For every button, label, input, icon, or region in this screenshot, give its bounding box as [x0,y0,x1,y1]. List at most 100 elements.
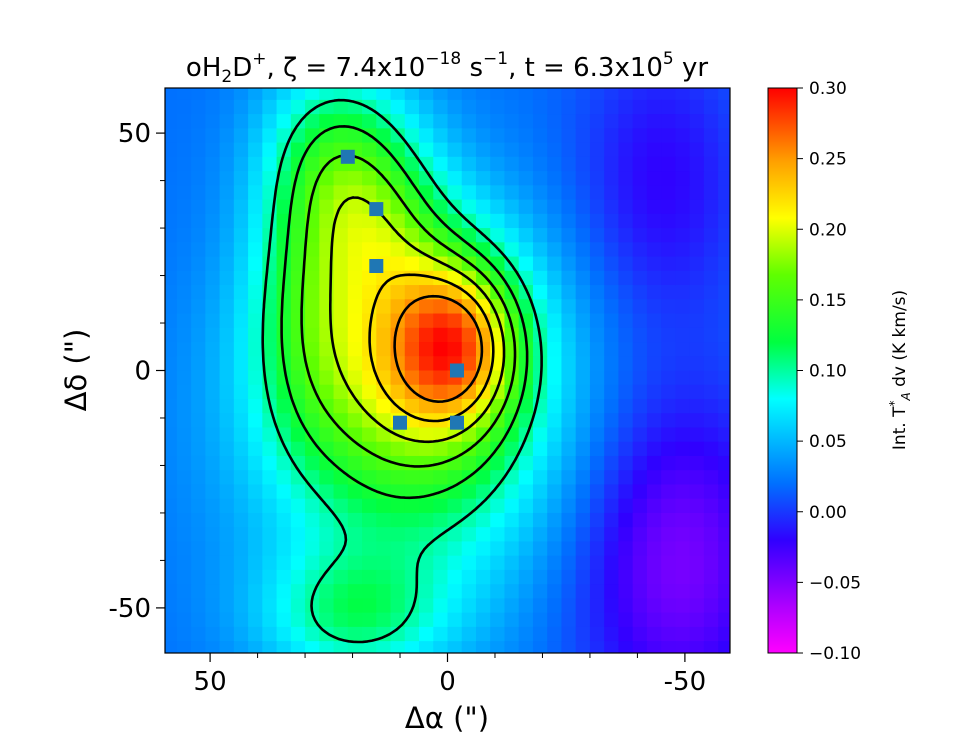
heatmap-cell [347,384,363,400]
heatmap-cell [305,88,320,101]
heatmap-cell [475,527,491,543]
heatmap-cell [165,455,178,471]
heatmap-cell [419,384,434,400]
heatmap-cell [219,171,235,186]
heatmap-cell [589,598,605,614]
heatmap-cell [504,199,520,215]
x-axis: 50 0 -50 [194,653,706,697]
heatmap-cell [703,142,719,158]
heatmap-cell [518,171,534,186]
heatmap-cell [703,88,719,101]
heatmap-cell [233,398,249,414]
heatmap-cell [305,199,320,215]
heatmap-cell [604,484,620,500]
heatmap-cell [703,156,719,172]
heatmap-cell [233,327,249,343]
heatmap-cell [262,498,278,514]
heatmap-cell [675,88,691,101]
heatmap [165,88,730,653]
heatmap-cell [248,541,263,557]
heatmap-cell [419,498,434,514]
heatmap-cell [675,598,691,614]
heatmap-cell [333,413,349,429]
heatmap-cell [675,228,691,243]
heatmap-cell [165,99,178,115]
heatmap-cell [646,470,662,486]
heatmap-cell [689,88,705,101]
heatmap-cell [547,185,563,201]
heatmap-cell [248,484,263,500]
heatmap-cell [718,142,730,158]
heatmap-cell [404,228,420,243]
heatmap-cell [575,398,591,414]
heatmap-cell [561,441,577,457]
heatmap-cell [362,555,377,571]
heatmap-cell [689,256,705,272]
heatmap-cell [419,228,434,243]
heatmap-cell [262,441,278,457]
heatmap-cell [689,242,705,258]
heatmap-cell [447,512,463,528]
heatmap-cell [276,626,292,642]
heatmap-cell [561,199,577,215]
heatmap-cell [703,228,719,243]
heatmap-cell [661,455,676,471]
heatmap-cell [589,99,605,115]
heatmap-cell [233,527,249,543]
heatmap-cell [262,569,278,585]
heatmap-cell [547,171,563,186]
contour-level-0.25 [393,294,484,403]
heatmap-cell [319,171,335,186]
heatmap-cell [404,213,420,229]
heatmap-cell [233,299,249,315]
heatmap-cell [219,199,235,215]
heatmap-cell [262,156,278,172]
heatmap-cell [632,470,648,486]
heatmap-cell [248,342,263,357]
heatmap-cell [504,242,520,258]
heatmap-cell [618,99,634,115]
heatmap-cell [419,427,434,443]
heatmap-cell [233,626,249,642]
heatmap-cell [604,313,620,329]
heatmap-cell [219,470,235,486]
y-tick-label: 50 [118,119,151,149]
heatmap-cell [532,626,548,642]
heatmap-cell [347,327,363,343]
heatmap-cell [276,199,292,215]
heatmap-cell [532,128,548,144]
heatmap-cell [518,512,534,528]
heatmap-cell [433,612,449,628]
heatmap-cell [404,128,420,144]
heatmap-cell [632,527,648,543]
heatmap-cell [319,598,335,614]
heatmap-cell [390,470,406,486]
heatmap-cell [604,99,620,115]
heatmap-cell [233,356,249,372]
heatmap-cell [575,584,591,599]
heatmap-cell [518,484,534,500]
heatmap-cell [165,427,178,443]
heatmap-cell [703,256,719,272]
heatmap-cell [547,427,563,443]
heatmap-cell [575,171,591,186]
heatmap-cell [561,142,577,158]
heatmap-cell [461,612,477,628]
heatmap-cell [233,413,249,429]
heatmap-cell [589,527,605,543]
heatmap-cell [248,270,263,286]
heatmap-cell [165,171,178,186]
heatmap-cell [661,384,676,400]
heatmap-cell [165,641,178,653]
y-tick-label: 0 [134,357,151,387]
heatmap-cell [165,270,178,286]
heatmap-cell [461,626,477,642]
heatmap-cell [646,313,662,329]
heatmap-cell [347,213,363,229]
heatmap-cell [433,171,449,186]
heatmap-cell [219,370,235,386]
heatmap-cell [689,228,705,243]
heatmap-cell [675,199,691,215]
heatmap-cell [219,555,235,571]
heatmap-cell [675,455,691,471]
